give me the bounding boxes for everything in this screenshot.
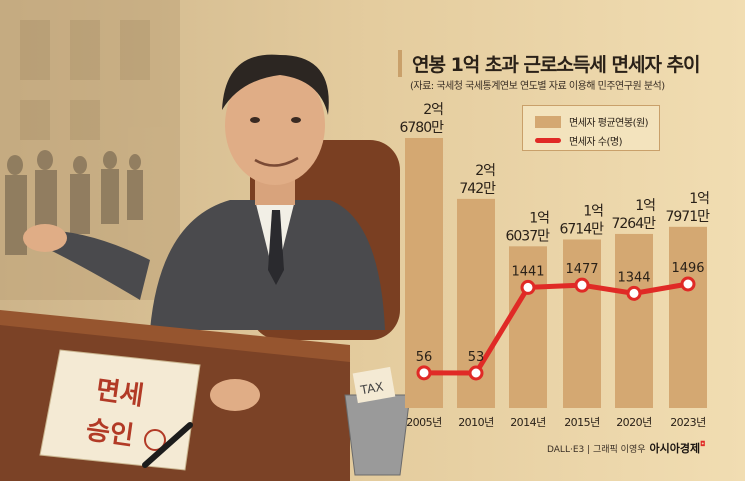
brand-logo: 아시아경제 (649, 442, 701, 455)
wastebasket: TAX (344, 366, 411, 476)
line-point (680, 276, 696, 292)
legend-label: 면세자 평균연봉(원) (569, 118, 649, 129)
line-point (520, 279, 536, 295)
bar (509, 246, 547, 408)
line-point (574, 277, 590, 293)
bar-label-top: 1억 (689, 191, 709, 207)
queue-people (5, 150, 143, 255)
line-point (626, 285, 642, 301)
bar-label-bottom: 6037만 (505, 228, 550, 244)
bar-label-bottom: 7971만 (665, 209, 710, 225)
legend-item-line: 면세자 수(명) (535, 133, 622, 148)
bar-label-bottom: 6714만 (559, 221, 604, 237)
legend-item-bar: 면세자 평균연봉(원) (535, 114, 649, 129)
bar-label-top: 1억 (583, 203, 603, 219)
x-tick-label: 2005년 (406, 416, 442, 429)
pen (142, 422, 193, 468)
businessman (23, 54, 385, 330)
line-label: 56 (416, 350, 433, 365)
x-tick-label: 2023년 (670, 416, 706, 429)
bar-label-top: 2억 (475, 163, 495, 179)
line-label: 1496 (671, 261, 704, 276)
bar-label-bottom: 6780만 (399, 120, 444, 136)
x-tick-label: 2014년 (510, 416, 546, 429)
legend-swatch-bar (535, 115, 561, 128)
brand-mark: ◘ (700, 440, 706, 448)
svg-text:승인: 승인 (84, 415, 136, 451)
line-label: 1441 (511, 264, 544, 279)
bar-label-top: 2억 (423, 102, 443, 118)
bar (669, 226, 707, 408)
line-point (468, 365, 484, 381)
line-point (416, 365, 432, 381)
bar (405, 138, 443, 408)
x-tick-label: 2020년 (616, 416, 652, 429)
bar-label-bottom: 742만 (459, 181, 496, 197)
line-label: 1344 (617, 270, 650, 285)
svg-text:면세: 면세 (94, 375, 146, 411)
chart-title: 연봉 1억 초과 근로소득세 면세자 추이 (398, 50, 700, 77)
bar-label-bottom: 7264만 (611, 216, 656, 232)
svg-text:TAX: TAX (359, 380, 385, 398)
credit: DALL·E3 | 그래픽 이영우 (547, 445, 646, 455)
x-tick-label: 2015년 (564, 416, 600, 429)
legend-label: 면세자 수(명) (569, 137, 622, 148)
approval-document: 면세 승인 (39, 349, 201, 471)
line-series (423, 281, 689, 376)
building-background (0, 0, 180, 300)
footer: DALL·E3 | 그래픽 이영우 아시아경제◘ (547, 440, 706, 456)
hand (210, 379, 260, 411)
bar (563, 239, 601, 408)
bar (615, 233, 653, 408)
line-label: 53 (468, 350, 485, 365)
x-tick-label: 2010년 (458, 416, 494, 429)
chart-subtitle: (자료: 국세청 국세통계연보 연도별 자료 이용해 민주연구원 분석) (410, 81, 665, 92)
bar-label-top: 1억 (529, 210, 549, 226)
legend: 면세자 평균연봉(원) 면세자 수(명) (522, 105, 660, 151)
legend-swatch-line (535, 138, 561, 143)
bar-label-top: 1억 (635, 198, 655, 214)
line-label: 1477 (565, 262, 598, 277)
